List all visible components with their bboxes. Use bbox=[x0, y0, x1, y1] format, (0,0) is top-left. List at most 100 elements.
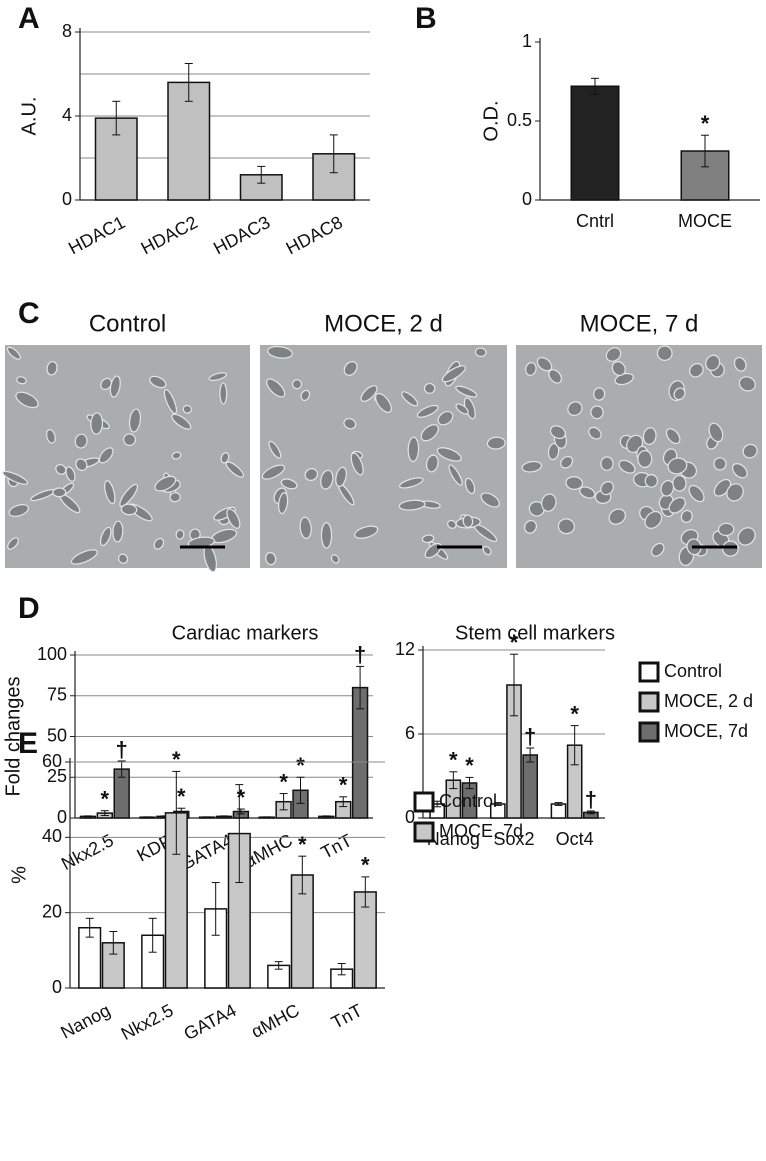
legend-swatch bbox=[413, 791, 435, 813]
error-bar bbox=[322, 815, 331, 818]
cell bbox=[425, 454, 439, 473]
cell bbox=[536, 356, 553, 372]
cell bbox=[464, 477, 476, 495]
y-tick-label: 0 bbox=[405, 807, 415, 827]
cell bbox=[420, 424, 439, 442]
x-tick-label: αMHC bbox=[248, 1000, 303, 1042]
cell bbox=[291, 379, 303, 390]
annotation: † bbox=[524, 724, 536, 749]
panel-label: A bbox=[18, 2, 40, 35]
error-bar bbox=[586, 810, 595, 815]
cell bbox=[109, 375, 121, 398]
y-tick-label: 0 bbox=[522, 189, 532, 209]
cell bbox=[171, 413, 192, 430]
error-bar bbox=[117, 760, 126, 778]
cell bbox=[688, 363, 704, 378]
panel-label: C bbox=[18, 297, 40, 330]
y-tick-label: 0 bbox=[62, 189, 72, 209]
cell bbox=[175, 529, 185, 540]
cell bbox=[462, 514, 474, 528]
cell bbox=[656, 345, 673, 361]
x-tick-label: Oct4 bbox=[556, 829, 594, 849]
error-bar bbox=[148, 917, 157, 953]
x-tick-label: MOCE bbox=[678, 211, 732, 231]
error-bar bbox=[85, 917, 94, 938]
cell bbox=[182, 404, 192, 414]
cell bbox=[104, 480, 116, 505]
cell bbox=[705, 354, 721, 372]
cell bbox=[549, 425, 566, 440]
cell bbox=[343, 361, 358, 376]
cell bbox=[717, 522, 735, 537]
cell bbox=[330, 554, 340, 564]
y-tick-label: 40 bbox=[42, 826, 62, 846]
error-bar bbox=[236, 808, 245, 815]
cell bbox=[304, 468, 319, 482]
cell bbox=[593, 387, 606, 401]
error-bar bbox=[296, 776, 305, 804]
error-bar bbox=[83, 815, 92, 818]
annotation: * bbox=[701, 111, 710, 136]
annotation: * bbox=[279, 769, 288, 794]
cell bbox=[2, 470, 29, 485]
x-tick-label: HDAC8 bbox=[283, 212, 346, 258]
cell bbox=[738, 376, 756, 392]
y-tick-label: 6 bbox=[405, 723, 415, 743]
cell bbox=[480, 492, 500, 508]
cell bbox=[407, 436, 420, 463]
x-tick-label: HDAC3 bbox=[210, 212, 273, 258]
cell bbox=[557, 518, 575, 535]
chart-title: Stem cell markers bbox=[455, 622, 615, 644]
cell bbox=[335, 466, 347, 488]
legend-label: MOCE, 7d bbox=[439, 821, 523, 841]
cell bbox=[605, 347, 622, 362]
cell bbox=[618, 459, 636, 474]
error-bar bbox=[526, 747, 535, 763]
y-tick-label: 100 bbox=[37, 644, 67, 664]
y-tick-label: 1 bbox=[522, 31, 532, 51]
image-title: MOCE, 2 d bbox=[324, 310, 443, 337]
annotation: * bbox=[449, 748, 458, 773]
error-bar bbox=[465, 776, 474, 790]
y-tick-label: 60 bbox=[42, 751, 62, 771]
cell bbox=[455, 403, 469, 415]
cell bbox=[8, 504, 30, 517]
y-tick-label: 25 bbox=[47, 766, 67, 786]
cell bbox=[644, 510, 663, 529]
cell bbox=[651, 542, 665, 557]
cell bbox=[119, 483, 139, 507]
cell bbox=[280, 478, 298, 490]
cell bbox=[320, 469, 334, 490]
cell bbox=[708, 422, 724, 443]
cell bbox=[668, 496, 686, 514]
error-bar bbox=[361, 876, 370, 908]
image-title: MOCE, 7 d bbox=[580, 310, 699, 337]
cell bbox=[350, 452, 364, 476]
annotation: * bbox=[237, 785, 246, 810]
cell bbox=[441, 365, 466, 383]
y-axis-label: Fold changes bbox=[2, 676, 24, 796]
cell bbox=[608, 508, 626, 525]
cell bbox=[7, 537, 19, 550]
x-tick-label: Nanog bbox=[427, 829, 480, 849]
cell bbox=[265, 552, 277, 566]
cell bbox=[560, 455, 574, 469]
cell bbox=[722, 540, 739, 557]
x-tick-label: TnT bbox=[318, 830, 356, 863]
cell bbox=[525, 362, 537, 376]
annotation: † bbox=[585, 787, 597, 812]
x-tick-label: Nkx2.5 bbox=[58, 830, 117, 874]
annotation: * bbox=[296, 753, 305, 778]
error-bar bbox=[172, 770, 181, 855]
cell bbox=[673, 387, 686, 401]
cell bbox=[343, 417, 357, 430]
y-tick-label: 50 bbox=[47, 725, 67, 745]
error-bar bbox=[279, 793, 288, 811]
cell bbox=[524, 519, 538, 534]
y-tick-label: 4 bbox=[62, 105, 72, 125]
cell bbox=[154, 475, 177, 492]
cell bbox=[300, 389, 311, 402]
cell bbox=[642, 427, 657, 445]
error-bar bbox=[262, 816, 271, 819]
cell bbox=[219, 382, 228, 405]
